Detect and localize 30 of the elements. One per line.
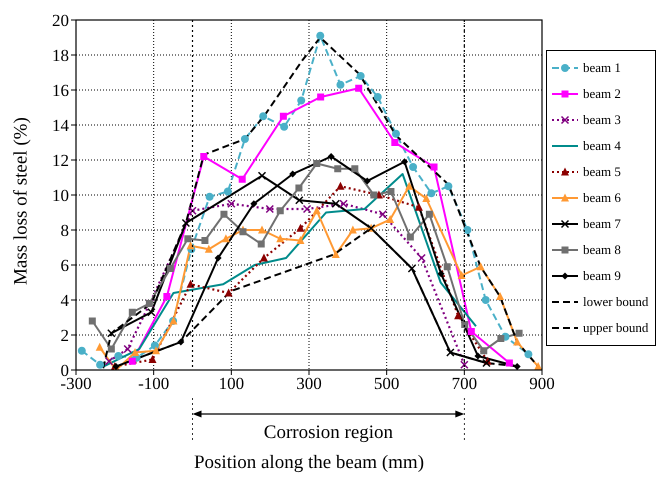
x-tick-label: 500 (374, 374, 400, 394)
x-tick-label: 300 (296, 374, 322, 394)
legend-label: beam 7 (583, 216, 621, 232)
y-tick-label: 6 (60, 256, 69, 276)
y-axis-title: Mass loss of steel (%) (10, 117, 32, 285)
x-tick-label: 700 (452, 374, 478, 394)
x-tick-label: 900 (529, 374, 555, 394)
text: Corrosion region (264, 422, 394, 443)
y-tick-label: 2 (60, 326, 69, 346)
legend-label: beam 2 (583, 86, 621, 102)
x-axis-title: Position along the beam (mm) (194, 452, 424, 473)
y-tick-label: 10 (52, 186, 69, 206)
legend-label: upper bound (583, 320, 648, 336)
y-tick-label: 8 (60, 221, 69, 240)
legend-label: lower bound (583, 294, 648, 310)
legend-label: beam 1 (583, 60, 621, 76)
legend-label: beam 4 (583, 138, 621, 154)
x-tick-label: -100 (138, 374, 170, 394)
y-tick-label: 16 (52, 81, 69, 100)
y-tick-label: 4 (60, 291, 70, 310)
x-tick-label: 100 (218, 374, 244, 394)
y-tick-label: 12 (52, 151, 69, 170)
legend-label: beam 6 (583, 190, 621, 206)
legend-label: beam 8 (583, 242, 621, 258)
legend-label: beam 3 (583, 112, 621, 128)
legend-label: beam 9 (583, 268, 621, 284)
y-tick-label: 20 (52, 11, 69, 30)
y-tick-label: 18 (52, 46, 69, 66)
legend-label: beam 5 (583, 164, 621, 180)
y-tick-label: 14 (52, 116, 70, 136)
